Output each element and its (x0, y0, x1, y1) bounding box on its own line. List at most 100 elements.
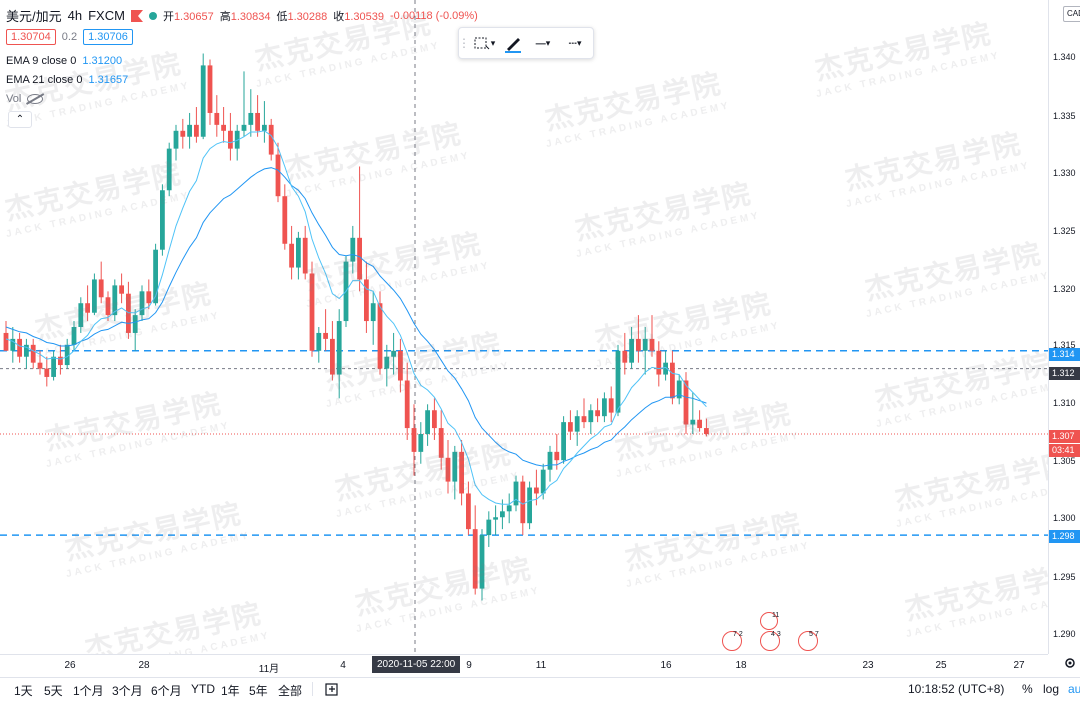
candle-body (547, 451, 553, 470)
line-style-button[interactable]: ┄ ▾ (559, 28, 591, 58)
ema21-value: 1.31657 (88, 74, 129, 86)
brush-tool-button[interactable] (499, 28, 527, 58)
event-count: 5 7 (809, 631, 819, 638)
collapse-legend-button[interactable]: ⌃ (8, 111, 32, 128)
ema9-label: EMA 9 close 0 (6, 55, 77, 67)
range-5d[interactable]: 5天 (44, 684, 63, 698)
candle-body (78, 303, 84, 327)
clock-time[interactable]: 10:18:52 (UTC+8) (908, 682, 1005, 696)
candle-body (534, 487, 539, 494)
solid-line-icon: ─ (535, 35, 546, 51)
candle-body (411, 428, 417, 452)
event-us-flag-icon[interactable] (760, 631, 780, 651)
price-axis[interactable]: CAD 1.340 1.335 1.330 1.325 1.320 1.315 … (1048, 0, 1080, 654)
candle-body (282, 196, 288, 244)
range-toolbar: 1天 5天 1个月 3个月 6个月 YTD 1年 5年 全部 10:18:52 … (0, 677, 1080, 701)
candle-body (602, 398, 607, 417)
bar-countdown-tag: 03:41 (1049, 444, 1080, 457)
time-tick: 27 (1013, 660, 1025, 671)
event-ca-flag-icon[interactable] (760, 612, 778, 630)
candle-body (64, 344, 70, 366)
candle-body (486, 519, 492, 536)
line-width-button[interactable]: ─ ▾ (527, 28, 559, 58)
goto-date-button[interactable] (325, 682, 339, 699)
market-open-icon (148, 11, 157, 20)
candle-body (316, 332, 322, 351)
symbol-name[interactable]: 美元/加元 (6, 9, 62, 24)
time-tick: 18 (735, 660, 747, 671)
candle-body (207, 65, 213, 113)
gear-icon[interactable] (1063, 656, 1077, 670)
volume-label: Vol (6, 93, 22, 105)
candle-body (262, 124, 267, 131)
range-all[interactable]: 全部 (278, 684, 303, 698)
candle-body (126, 293, 131, 333)
source-label: FXCM (88, 8, 125, 23)
ema21-line (5, 167, 707, 467)
candle-body (459, 451, 464, 494)
candle-body (160, 190, 165, 250)
candle-body (588, 410, 594, 423)
event-count: 11 (772, 612, 780, 619)
range-3m[interactable]: 3个月 (112, 684, 143, 698)
range-1m[interactable]: 1个月 (73, 684, 104, 698)
candle-body (200, 65, 206, 137)
candle-body (561, 422, 566, 461)
price-tick: 1.325 (1053, 226, 1076, 236)
time-tick: 23 (862, 660, 874, 671)
ema9-value: 1.31200 (82, 55, 123, 67)
range-6m[interactable]: 6个月 (151, 684, 182, 698)
candle-body (180, 130, 186, 137)
candle-body (17, 338, 22, 357)
time-tick: 28 (138, 660, 150, 671)
volume-legend[interactable]: Vol (6, 93, 44, 105)
candle-body (153, 249, 158, 304)
price-tick: 1.305 (1053, 456, 1076, 466)
price-tick: 1.330 (1053, 168, 1076, 178)
time-tick: 9 (466, 660, 472, 671)
log-scale-button[interactable]: log (1043, 682, 1060, 696)
candle-body (350, 237, 356, 262)
select-tool-button[interactable]: ▾ (469, 28, 499, 58)
candle-body (187, 124, 192, 137)
candle-body (370, 303, 376, 322)
price-tick: 1.300 (1053, 513, 1076, 523)
candle-body (438, 428, 444, 458)
time-axis[interactable]: 26 28 11月 4 9 11 16 18 23 25 27 2020-11-… (0, 654, 1048, 677)
candle-body (336, 321, 342, 375)
event-us-flag-icon[interactable] (798, 631, 818, 651)
chart-canvas[interactable]: 杰克交易学院 JACK TRADING ACADEMY 杰克交易学院 JACK TR… (0, 0, 1048, 654)
interval-label[interactable]: 4h (67, 8, 83, 23)
ema9-legend[interactable]: EMA 9 close 0 1.31200 (6, 55, 122, 67)
candle-body (670, 362, 675, 399)
percent-scale-button[interactable]: % (1022, 682, 1033, 696)
ema21-legend[interactable]: EMA 21 close 0 1.31657 (6, 74, 128, 86)
candle-body (527, 487, 532, 524)
range-ytd[interactable]: YTD (191, 682, 215, 696)
sell-button[interactable]: 1.30704 (6, 29, 56, 45)
drag-handle-icon[interactable]: ⋮ (458, 36, 470, 50)
currency-button[interactable]: CAD (1063, 6, 1080, 22)
candle-body (58, 356, 63, 366)
candle-body (574, 416, 580, 432)
ohlc-open: 开1.30657 (162, 10, 214, 23)
candle-body (221, 124, 226, 131)
range-1y[interactable]: 1年 (221, 684, 240, 698)
candlestick-chart[interactable] (0, 0, 1048, 654)
range-5y[interactable]: 5年 (249, 684, 268, 698)
candle-body (418, 434, 424, 452)
ema21-label: EMA 21 close 0 (6, 74, 83, 86)
time-tick: 26 (64, 660, 76, 671)
candle-body (676, 380, 682, 399)
price-tick: 1.340 (1053, 52, 1076, 62)
buy-button[interactable]: 1.30706 (83, 29, 133, 45)
candle-body (615, 350, 621, 413)
range-1d[interactable]: 1天 (14, 684, 33, 698)
candle-body (3, 332, 9, 351)
mid-line-price-tag: 1.312 (1049, 367, 1080, 380)
candle-body (357, 237, 362, 280)
hidden-eye-icon[interactable] (27, 94, 44, 104)
auto-scale-button[interactable]: au (1068, 682, 1080, 696)
event-us-flag-icon[interactable] (722, 631, 742, 651)
candle-body (214, 112, 220, 125)
